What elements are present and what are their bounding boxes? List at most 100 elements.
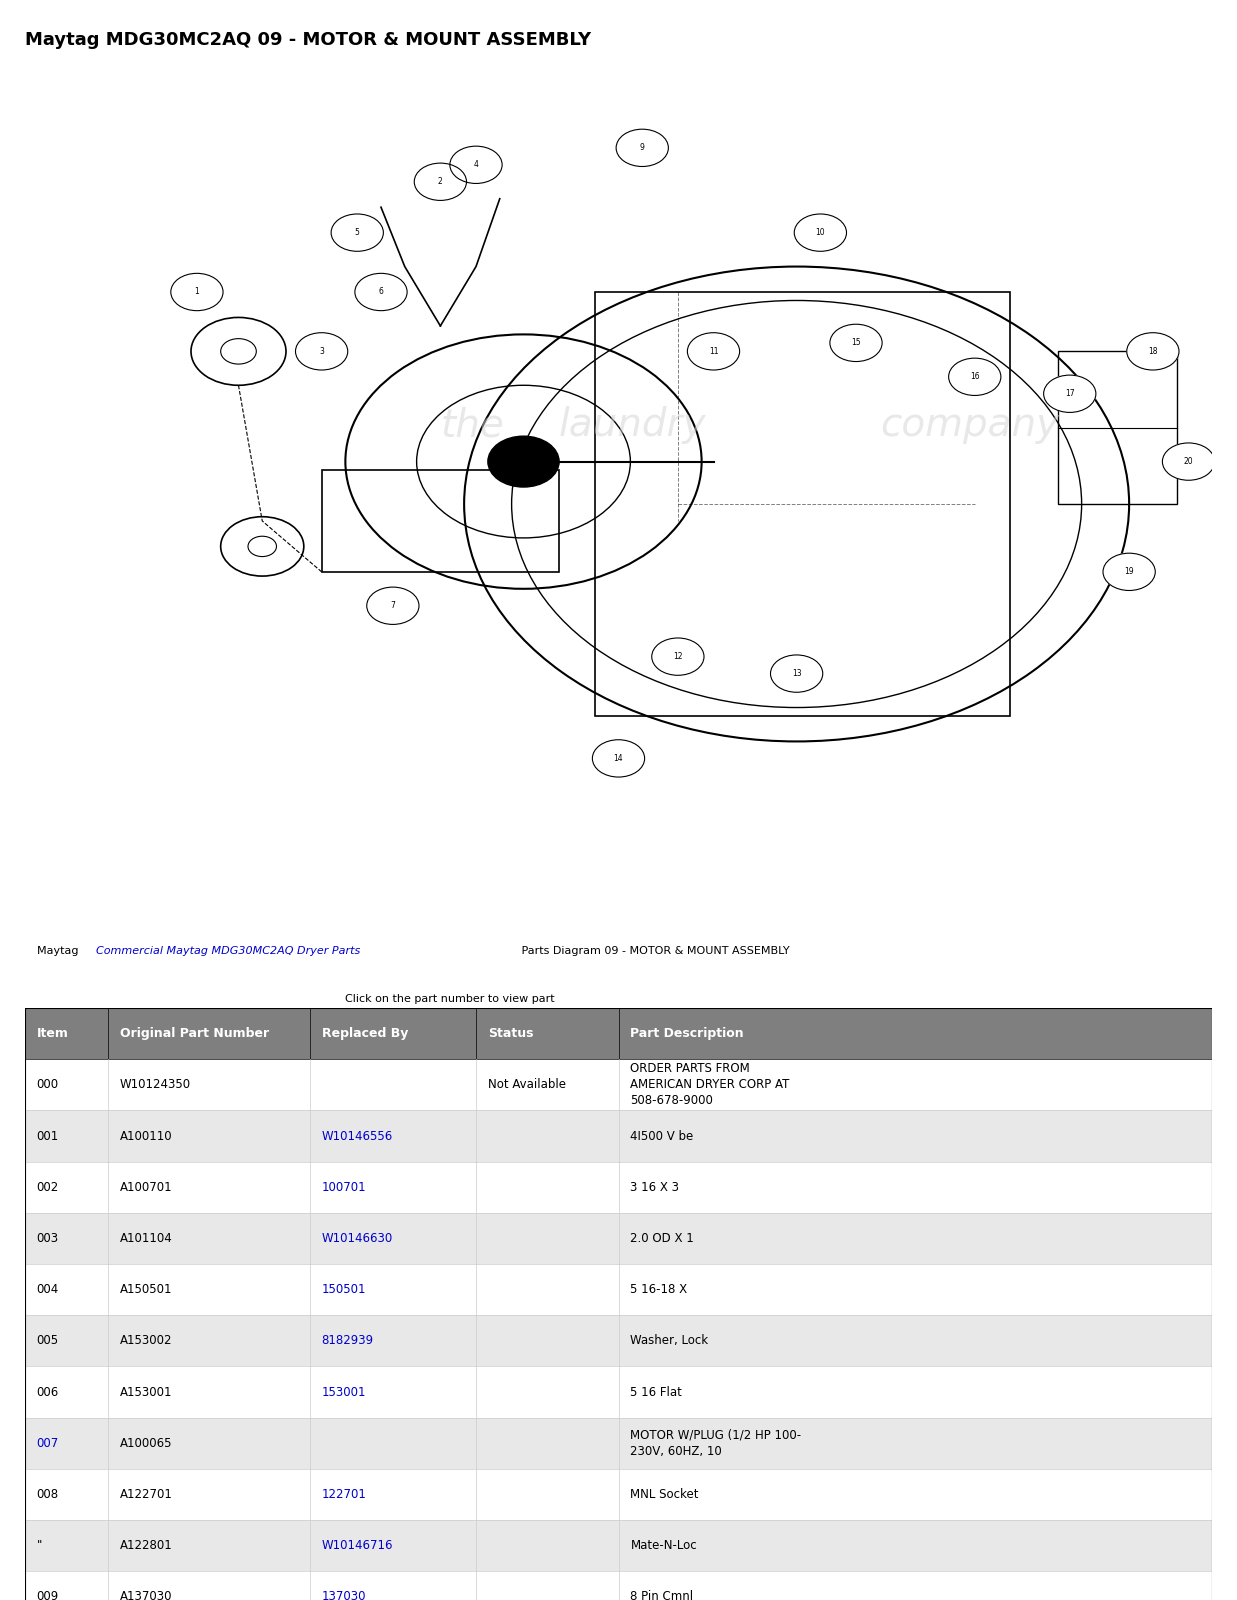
Text: 3: 3 (319, 347, 324, 355)
Circle shape (355, 274, 407, 310)
Bar (25, 1418, 1212, 1469)
Bar (25, 1520, 1212, 1571)
Bar (25, 1469, 1212, 1520)
Text: W10146630: W10146630 (322, 1232, 393, 1245)
Text: 009: 009 (37, 1590, 59, 1600)
Text: 4I500 V be: 4I500 V be (631, 1130, 694, 1142)
Circle shape (1163, 443, 1215, 480)
Bar (25, 1059, 1212, 1110)
Text: MNL Socket: MNL Socket (631, 1488, 699, 1501)
Circle shape (171, 274, 223, 310)
Text: 150501: 150501 (322, 1283, 366, 1296)
Text: 005: 005 (37, 1334, 58, 1347)
Text: A122701: A122701 (120, 1488, 173, 1501)
Text: A100110: A100110 (120, 1130, 172, 1142)
Text: 153001: 153001 (322, 1386, 366, 1398)
Circle shape (296, 333, 348, 370)
Text: 9: 9 (640, 144, 644, 152)
Circle shape (366, 587, 419, 624)
Circle shape (487, 437, 559, 486)
Text: 8 Pin Cmnl: 8 Pin Cmnl (631, 1590, 694, 1600)
Bar (25, 1366, 1212, 1418)
Text: 6: 6 (379, 288, 383, 296)
Text: 19: 19 (1124, 568, 1134, 576)
Circle shape (830, 325, 882, 362)
Bar (595, 291, 1011, 717)
Text: 122701: 122701 (322, 1488, 366, 1501)
Bar (25, 1213, 1212, 1264)
Circle shape (414, 163, 466, 200)
Text: Part Description: Part Description (631, 1027, 743, 1040)
Text: A150501: A150501 (120, 1283, 172, 1296)
Text: Mate-N-Loc: Mate-N-Loc (631, 1539, 696, 1552)
Text: 11: 11 (709, 347, 719, 355)
Circle shape (332, 214, 383, 251)
Circle shape (1103, 554, 1155, 590)
Text: 10: 10 (815, 229, 825, 237)
Circle shape (771, 654, 823, 693)
Text: 100701: 100701 (322, 1181, 366, 1194)
Text: 5: 5 (355, 229, 360, 237)
Text: the: the (440, 406, 505, 445)
Text: 1: 1 (194, 288, 199, 296)
Text: 007: 007 (37, 1437, 59, 1450)
Text: 002: 002 (37, 1181, 59, 1194)
Text: 008: 008 (37, 1488, 58, 1501)
Text: company: company (880, 406, 1059, 445)
Text: 4: 4 (474, 160, 479, 170)
Bar (25, 1008, 1212, 1059)
Text: Replaced By: Replaced By (322, 1027, 408, 1040)
Text: 137030: 137030 (322, 1590, 366, 1600)
Text: Item: Item (37, 1027, 68, 1040)
Text: 2: 2 (438, 178, 443, 186)
Text: Washer, Lock: Washer, Lock (631, 1334, 709, 1347)
Text: 17: 17 (1065, 389, 1075, 398)
Bar (1058, 352, 1176, 504)
Bar (25, 1162, 1212, 1213)
Text: 16: 16 (970, 373, 980, 381)
Circle shape (949, 358, 1001, 395)
Text: 006: 006 (37, 1386, 59, 1398)
Bar (25, 1571, 1212, 1600)
Text: 2.0 OD X 1: 2.0 OD X 1 (631, 1232, 694, 1245)
Text: 001: 001 (37, 1130, 59, 1142)
Text: ": " (37, 1539, 42, 1552)
Text: A101104: A101104 (120, 1232, 172, 1245)
Text: A153001: A153001 (120, 1386, 172, 1398)
Text: A153002: A153002 (120, 1334, 172, 1347)
Text: 14: 14 (614, 754, 623, 763)
Text: 13: 13 (792, 669, 802, 678)
Text: ORDER PARTS FROM
AMERICAN DRYER CORP AT
508-678-9000: ORDER PARTS FROM AMERICAN DRYER CORP AT … (631, 1062, 789, 1107)
Text: A122801: A122801 (120, 1539, 172, 1552)
Circle shape (794, 214, 846, 251)
Circle shape (616, 130, 668, 166)
Circle shape (688, 333, 740, 370)
Text: Maytag MDG30MC2AQ 09 - MOTOR & MOUNT ASSEMBLY: Maytag MDG30MC2AQ 09 - MOTOR & MOUNT ASS… (25, 30, 591, 50)
Text: W10146716: W10146716 (322, 1539, 393, 1552)
Text: MOTOR W/PLUG (1/2 HP 100-
230V, 60HZ, 10: MOTOR W/PLUG (1/2 HP 100- 230V, 60HZ, 10 (631, 1429, 802, 1458)
Text: Not Available: Not Available (487, 1078, 565, 1091)
Bar (25, 1315, 1212, 1366)
Bar (25, 1110, 1212, 1162)
Bar (322, 470, 559, 571)
Text: W10124350: W10124350 (120, 1078, 190, 1091)
Text: 004: 004 (37, 1283, 59, 1296)
Text: A100701: A100701 (120, 1181, 172, 1194)
Bar (25, 1264, 1212, 1315)
Text: 5 16-18 X: 5 16-18 X (631, 1283, 688, 1296)
Text: W10146556: W10146556 (322, 1130, 393, 1142)
Text: 7: 7 (391, 602, 396, 610)
Text: A137030: A137030 (120, 1590, 172, 1600)
Text: 12: 12 (673, 653, 683, 661)
Text: 000: 000 (37, 1078, 58, 1091)
Text: 5 16 Flat: 5 16 Flat (631, 1386, 683, 1398)
Text: 3 16 X 3: 3 16 X 3 (631, 1181, 679, 1194)
Text: 8182939: 8182939 (322, 1334, 374, 1347)
Text: A100065: A100065 (120, 1437, 172, 1450)
Circle shape (1044, 374, 1096, 413)
Text: Commercial Maytag MDG30MC2AQ Dryer Parts: Commercial Maytag MDG30MC2AQ Dryer Parts (96, 946, 360, 955)
Text: 15: 15 (851, 338, 861, 347)
Circle shape (593, 739, 644, 778)
Text: Original Part Number: Original Part Number (120, 1027, 268, 1040)
Text: Maytag: Maytag (37, 946, 82, 955)
